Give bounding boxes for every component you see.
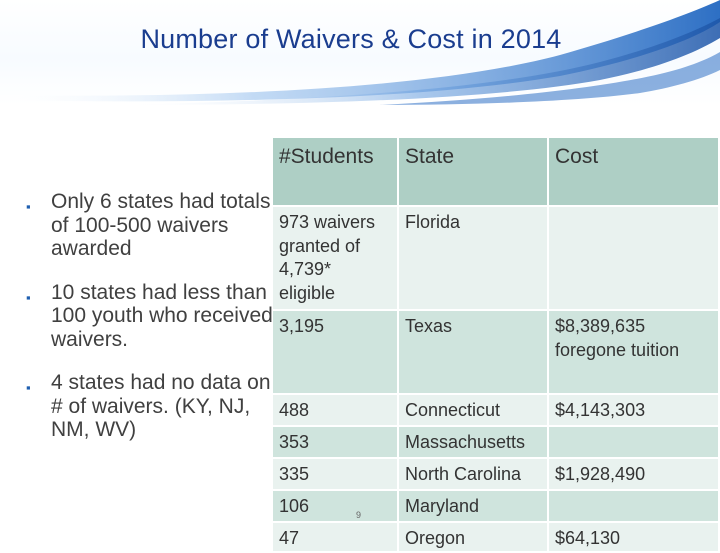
header-state: State xyxy=(399,138,549,207)
header-cost: Cost xyxy=(549,138,720,207)
header-students: #Students xyxy=(273,138,399,207)
cell-students: 106 xyxy=(273,491,399,523)
page-number: 9 xyxy=(356,510,362,520)
cell-state: North Carolina xyxy=(399,459,549,491)
bullet-list: ▪ Only 6 states had totals of 100-500 wa… xyxy=(26,190,281,462)
cell-students: 47 xyxy=(273,523,399,553)
cell-cost: $64,130 xyxy=(549,523,720,553)
table-header-row: #Students State Cost xyxy=(273,138,720,207)
bullet-text: Only 6 states had totals of 100-500 waiv… xyxy=(51,190,271,260)
cell-cost xyxy=(549,491,720,523)
cell-state: Oregon xyxy=(399,523,549,553)
cell-cost: $4,143,303 xyxy=(549,395,720,427)
title-banner xyxy=(0,0,720,105)
cell-cost: $8,389,635 foregone tuition xyxy=(549,311,720,395)
cell-state: Connecticut xyxy=(399,395,549,427)
table-row: 353 Massachusetts xyxy=(273,427,720,459)
cell-students: 3,195 xyxy=(273,311,399,395)
bullet-item: ▪ Only 6 states had totals of 100-500 wa… xyxy=(26,190,281,261)
cell-students: 353 xyxy=(273,427,399,459)
bullet-item: ▪ 10 states had less than 100 youth who … xyxy=(26,281,281,352)
square-bullet-icon: ▪ xyxy=(26,199,31,214)
table-row: 3,195 Texas $8,389,635 foregone tuition xyxy=(273,311,720,395)
bullet-text: 10 states had less than 100 youth who re… xyxy=(51,280,273,351)
table-row: 106 Maryland xyxy=(273,491,720,523)
table-row: 973 waivers granted of 4,739* eligible F… xyxy=(273,207,720,311)
cell-state: Massachusetts xyxy=(399,427,549,459)
table-row: 335 North Carolina $1,928,490 xyxy=(273,459,720,491)
cell-state: Florida xyxy=(399,207,549,311)
cell-students: 973 waivers granted of 4,739* eligible xyxy=(273,207,399,311)
cell-state: Maryland xyxy=(399,491,549,523)
bullet-text: 4 states had no data on # of waivers. (K… xyxy=(51,371,271,441)
cell-state: Texas xyxy=(399,311,549,395)
square-bullet-icon: ▪ xyxy=(26,380,31,395)
bullet-item: ▪ 4 states had no data on # of waivers. … xyxy=(26,371,281,442)
cell-students: 335 xyxy=(273,459,399,491)
swoosh-decoration xyxy=(0,0,720,105)
cell-students: 488 xyxy=(273,395,399,427)
cell-cost xyxy=(549,427,720,459)
square-bullet-icon: ▪ xyxy=(26,289,31,305)
waiver-cost-table: #Students State Cost 973 waivers granted… xyxy=(273,138,720,553)
table-row: 47 Oregon $64,130 xyxy=(273,523,720,553)
table-row: 488 Connecticut $4,143,303 xyxy=(273,395,720,427)
slide-title: Number of Waivers & Cost in 2014 xyxy=(140,24,562,54)
cell-cost xyxy=(549,207,720,311)
cell-cost: $1,928,490 xyxy=(549,459,720,491)
